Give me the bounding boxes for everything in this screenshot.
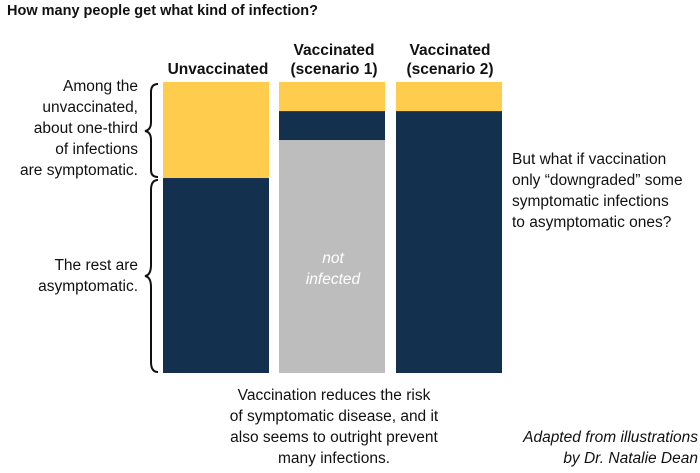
- column-label-vaccinated-scenario-1: Vaccinated (scenario 1): [290, 42, 378, 78]
- not-infected-label: not infected: [305, 250, 361, 288]
- symptomatic-annotation: Among the unvaccinated, about one-third …: [19, 78, 138, 179]
- column-label-unvaccinated: Unvaccinated: [167, 61, 269, 78]
- bar-segment-symptomatic-2: [396, 82, 502, 112]
- bar-segment-symptomatic-0: [163, 82, 269, 179]
- brace-asymptomatic: [144, 179, 159, 373]
- bar-segment-asymptomatic-2: [396, 111, 502, 373]
- column-label-vaccinated-scenario-2: Vaccinated (scenario 2): [406, 42, 494, 78]
- source-credit: Adapted from illustrations by Dr. Natali…: [523, 429, 698, 467]
- scenario-2-annotation: But what if vaccination only “downgraded…: [512, 151, 683, 231]
- bar-segment-asymptomatic-1: [279, 111, 385, 141]
- bars-group: [163, 82, 502, 373]
- brace-symptomatic: [144, 83, 159, 178]
- bar-segment-asymptomatic-0: [163, 178, 269, 373]
- asymptomatic-annotation: The rest are asymptomatic.: [38, 257, 138, 295]
- chart-title: How many people get what kind of infecti…: [7, 3, 318, 19]
- bar-segment-symptomatic-1: [279, 82, 385, 112]
- bar-segment-not-infected-1: [279, 140, 385, 373]
- scenario-1-annotation: Vaccination reduces the risk of symptoma…: [229, 387, 439, 467]
